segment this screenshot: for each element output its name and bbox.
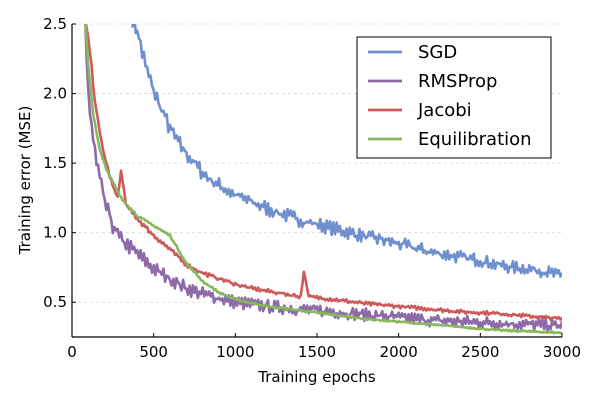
ticks-layer: 0.5 1.0 1.5 2.0 2.5 0 500 1000 1500 2000 2500 3000 (43, 15, 581, 361)
x-tick-label: 1000 (216, 343, 254, 361)
y-axis-title: Training error (MSE) (16, 106, 34, 256)
x-tick-label: 2000 (380, 343, 418, 361)
series-line-jacobi (84, 24, 562, 322)
legend-label-jacobi: Jacobi (417, 100, 472, 121)
y-tick-label: 2.5 (43, 15, 67, 33)
x-tick-label: 2500 (461, 343, 499, 361)
x-tick-label: 1500 (298, 343, 336, 361)
x-tick-label: 500 (139, 343, 168, 361)
y-tick-label: 2.0 (43, 85, 67, 103)
x-tick-label: 3000 (543, 343, 581, 361)
y-tick-label: 1.5 (43, 154, 67, 172)
legend: SGD RMSProp Jacobi Equilibration (356, 36, 552, 159)
x-axis-title: Training epochs (257, 368, 376, 386)
y-tick-label: 0.5 (43, 293, 67, 311)
legend-label-rmsprop: RMSProp (418, 71, 497, 92)
y-tick-label: 1.0 (43, 224, 67, 242)
x-tick-label: 0 (67, 343, 77, 361)
legend-label-sgd: SGD (418, 42, 457, 63)
series-layer (84, 24, 562, 335)
series-line-sgd (131, 24, 562, 279)
series-line-equilibration (84, 24, 562, 335)
legend-label-equilibration: Equilibration (418, 129, 532, 150)
